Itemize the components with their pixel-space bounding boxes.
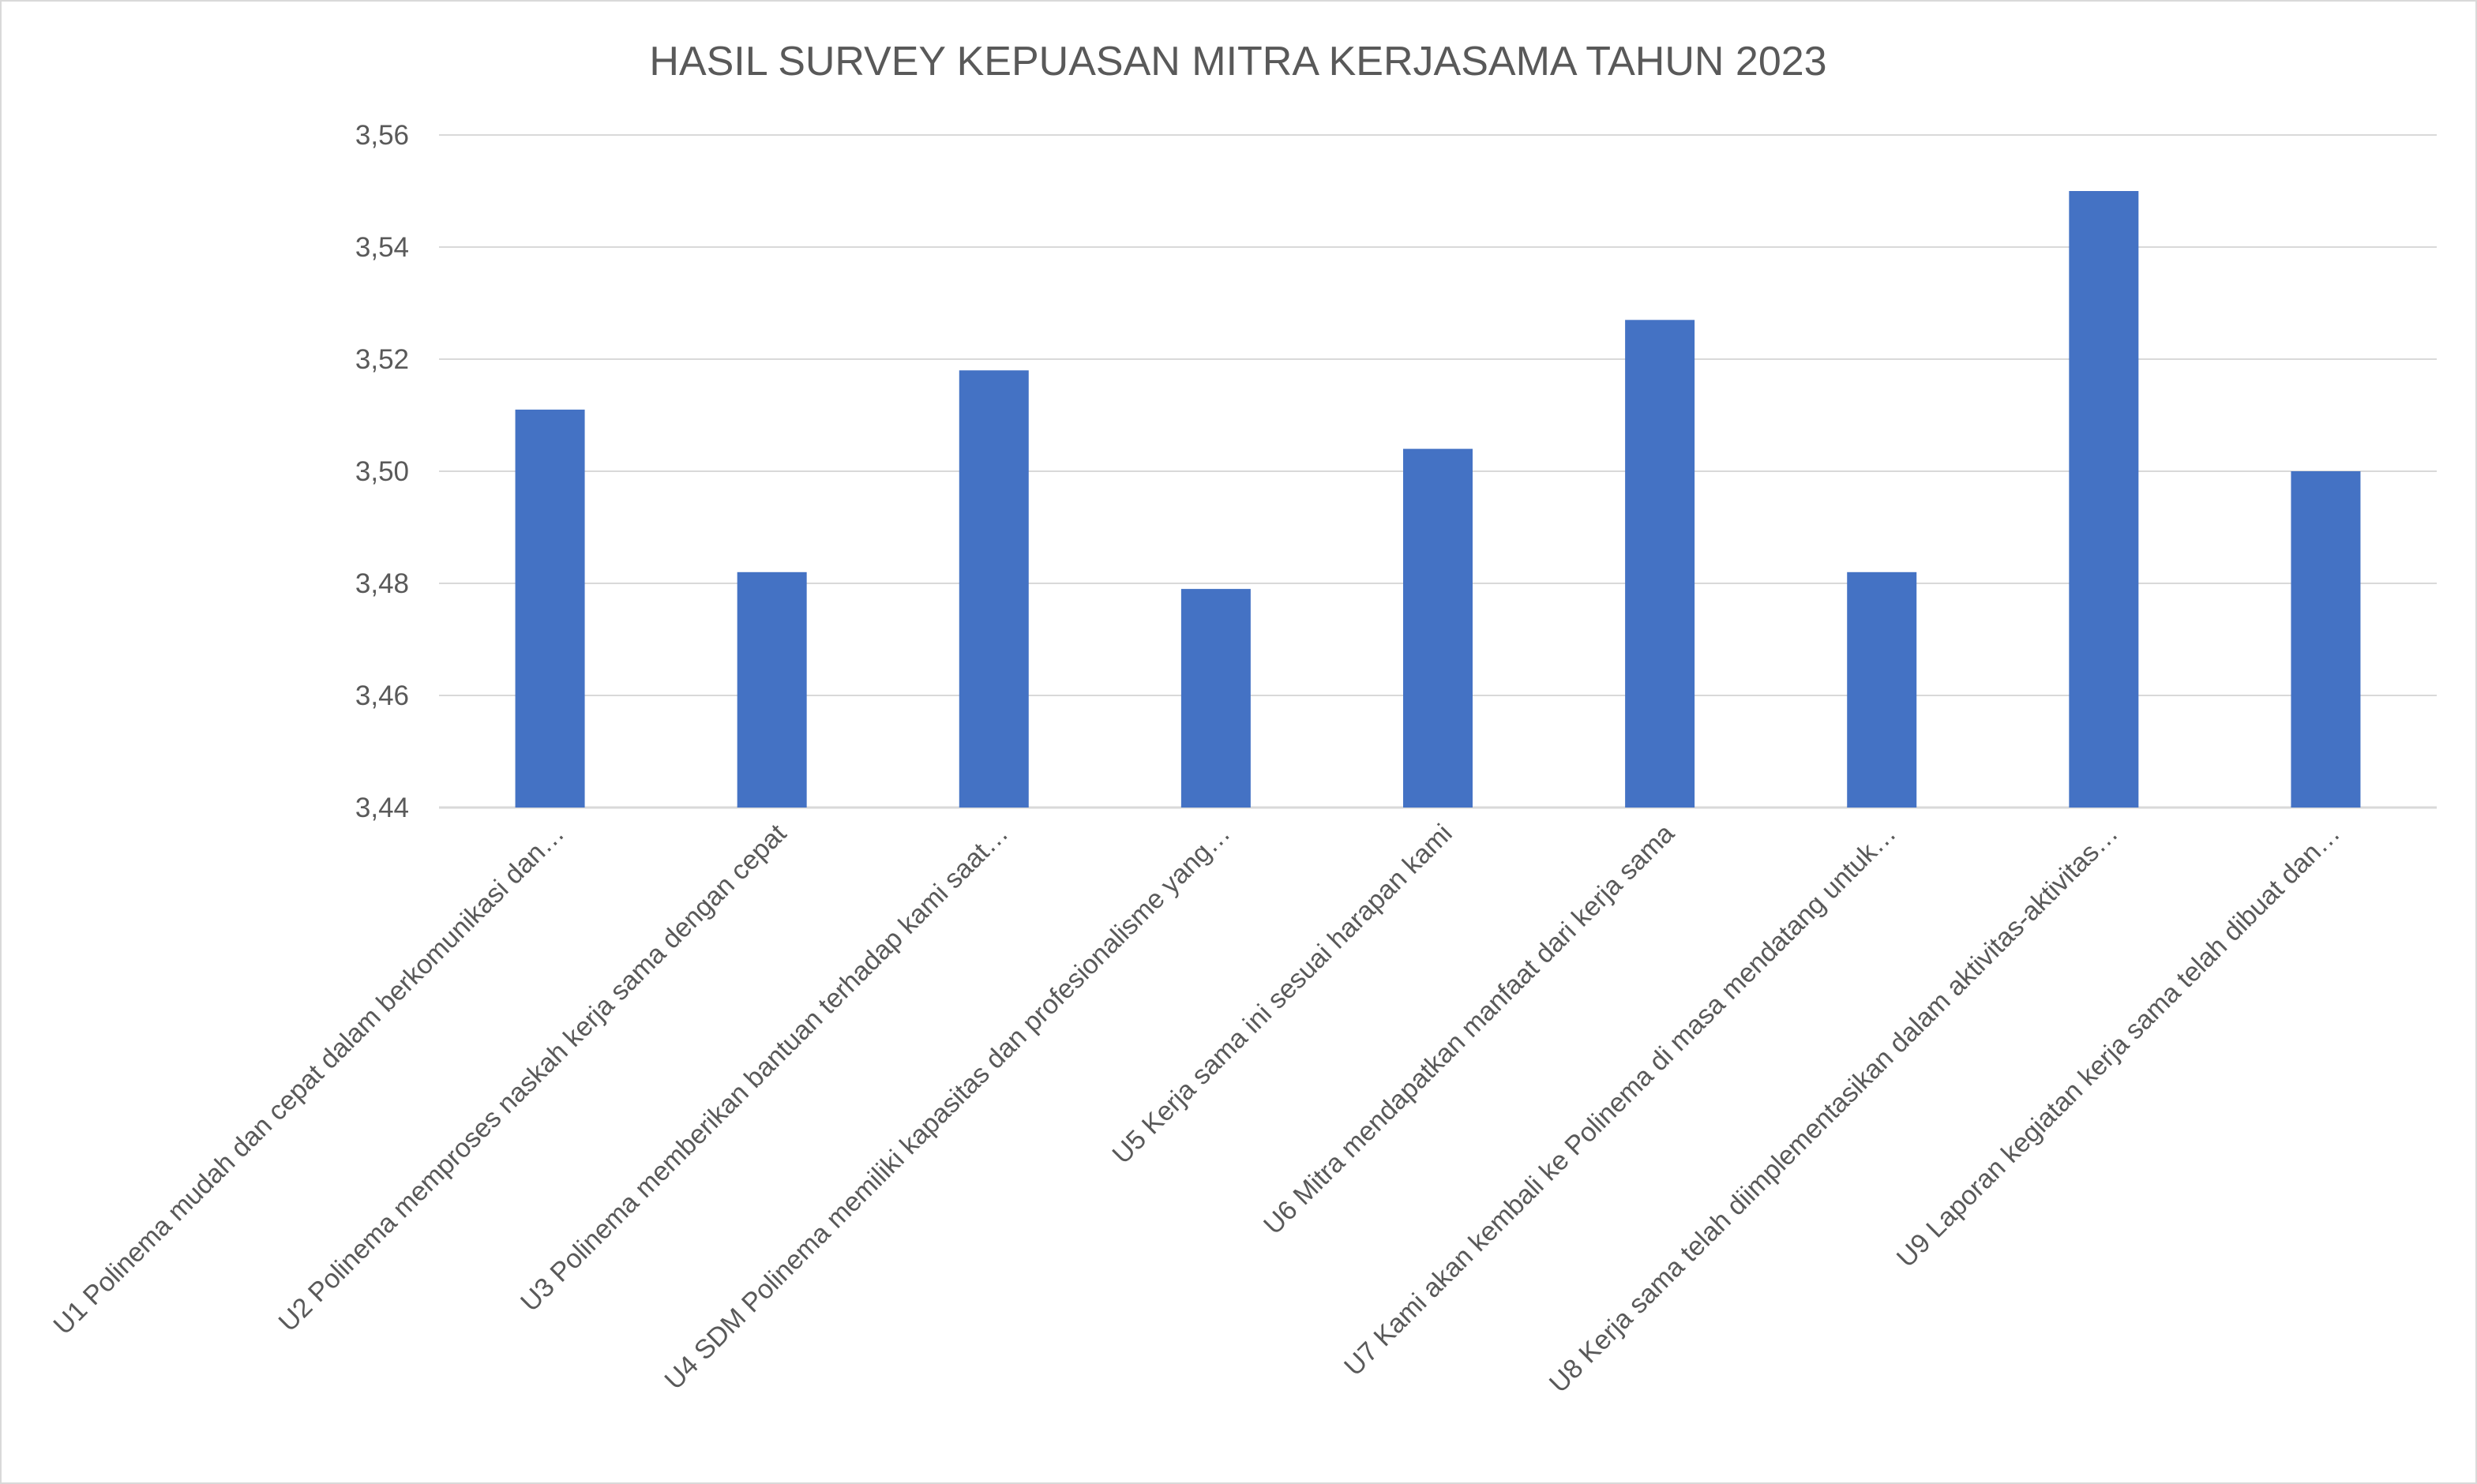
y-axis-ticks: 3,44 3,46 3,48 3,50 3,52 3,54 3,56 [355, 120, 409, 823]
bar [1403, 448, 1473, 808]
x-tick-label: U1 Polinema mudah dan cepat dalam berkom… [48, 819, 571, 1341]
x-tick-label: U5 Kerja sama ini sesuai harapan kami [1107, 819, 1458, 1170]
bar [1625, 320, 1695, 808]
y-tick-label: 3,44 [355, 793, 409, 823]
y-tick-label: 3,50 [355, 456, 409, 487]
x-tick-label: U3 Polinema memberikan bantuan terhadap … [515, 819, 1014, 1317]
bar [515, 409, 585, 808]
x-tick-label: U7 Kami akan kembali ke Polinema di masa… [1338, 819, 1902, 1382]
y-tick-label: 3,48 [355, 568, 409, 599]
x-axis-labels: U1 Polinema mudah dan cepat dalam berkom… [48, 818, 2347, 1398]
bar [2069, 191, 2139, 808]
y-tick-label: 3,54 [355, 232, 409, 263]
y-tick-label: 3,46 [355, 680, 409, 711]
y-tick-label: 3,52 [355, 344, 409, 375]
x-tick-label: U9 Laporan kegiatan kerja sama telah dib… [1891, 819, 2346, 1273]
bar [737, 571, 807, 808]
chart-title: HASIL SURVEY KEPUASAN MITRA KERJASAMA TA… [649, 39, 1826, 84]
bar [959, 370, 1029, 808]
x-tick-label: U2 Polinema memproses naskah kerja sama … [273, 818, 793, 1337]
bar [1180, 589, 1251, 808]
bar [2291, 471, 2361, 808]
y-tick-label: 3,56 [355, 120, 409, 151]
x-tick-label: U6 Mitra mendapatkan manfaat dari kerja … [1258, 819, 1680, 1241]
bar [1847, 571, 1917, 808]
bars [515, 191, 2361, 808]
